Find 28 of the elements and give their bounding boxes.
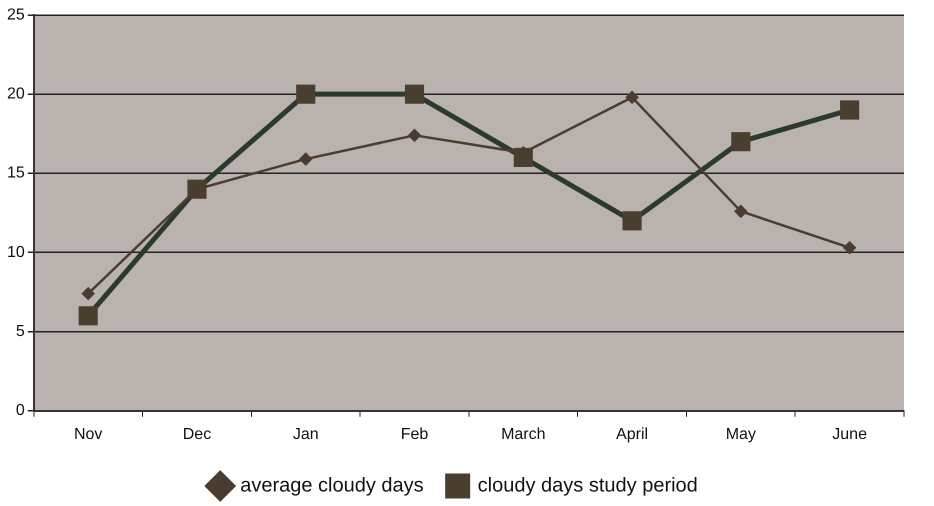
y-tick-label: 20 bbox=[7, 86, 25, 103]
y-tick-label: 5 bbox=[16, 323, 25, 340]
y-tick-label: 25 bbox=[7, 6, 25, 24]
point bbox=[404, 84, 424, 104]
y-tick-label: 0 bbox=[16, 402, 25, 420]
y-tick-label: 10 bbox=[7, 244, 25, 261]
point bbox=[296, 84, 316, 104]
x-tick-label: April bbox=[616, 426, 648, 443]
legend-label: cloudy days study period bbox=[478, 474, 698, 497]
point bbox=[408, 129, 421, 142]
point bbox=[734, 205, 748, 218]
x-tick-label: Dec bbox=[182, 426, 212, 443]
point bbox=[731, 132, 750, 152]
point bbox=[299, 152, 312, 166]
point bbox=[840, 100, 860, 120]
point bbox=[843, 241, 856, 254]
y-tick-label: 15 bbox=[7, 164, 25, 182]
legend-label: average cloudy days bbox=[240, 474, 424, 497]
x-tick-label: March bbox=[501, 426, 546, 443]
x-tick-label: May bbox=[726, 426, 756, 443]
x-tick-label: Nov bbox=[74, 426, 102, 443]
point bbox=[78, 306, 98, 326]
x-tick-label: Jan bbox=[292, 426, 319, 443]
point bbox=[622, 211, 642, 230]
x-tick-label: Feb bbox=[400, 426, 428, 443]
point bbox=[82, 287, 94, 300]
point bbox=[626, 91, 638, 104]
x-tick-label: June bbox=[832, 426, 868, 443]
